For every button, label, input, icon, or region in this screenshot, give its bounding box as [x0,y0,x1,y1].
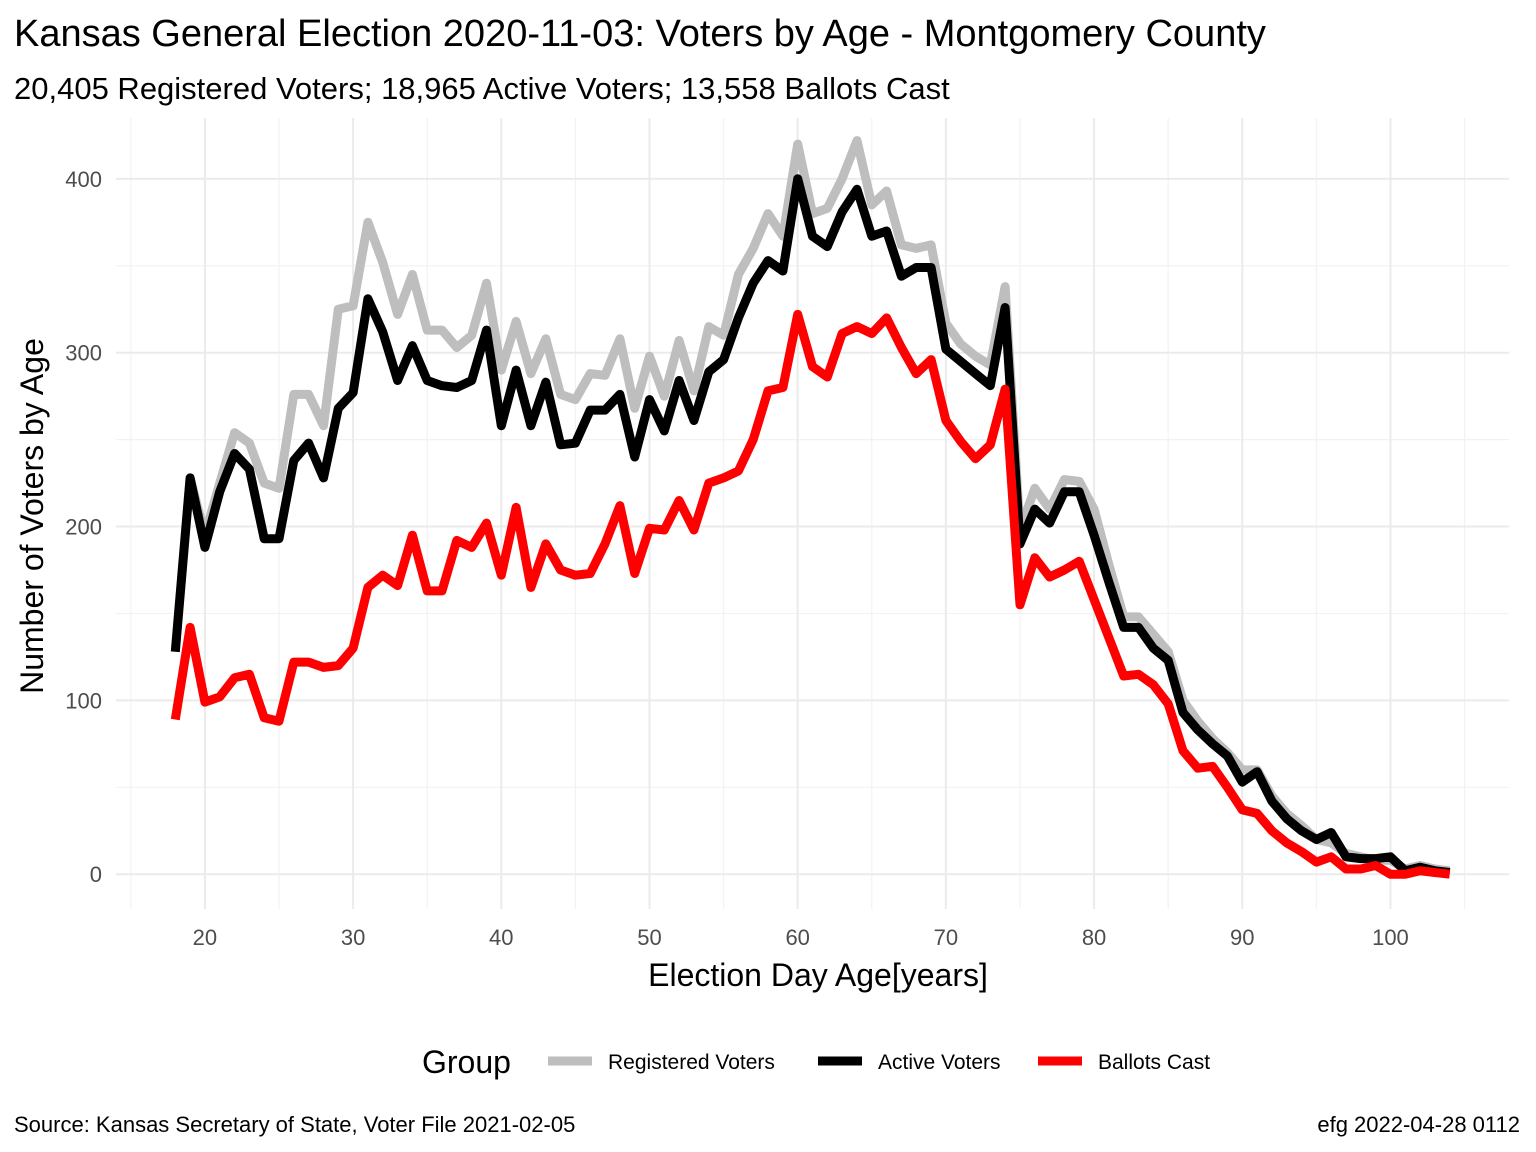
x-axis-title: Election Day Age[years] [648,957,988,993]
legend-label-ballots-cast: Ballots Cast [1098,1051,1210,1074]
series-line-ballots-cast [170,309,1451,879]
series-lines [170,136,1451,879]
y-tick-label: 0 [90,862,102,887]
x-axis-ticks: 20 30 40 50 60 70 80 90 100 [193,925,1409,950]
legend-title: Group [422,1044,511,1080]
plot-grid [116,118,1509,909]
chart-subtitle: 20,405 Registered Voters; 18,965 Active … [14,71,950,106]
series-line-registered-voters [170,136,1451,876]
legend: Registered Voters Active Voters Ballots Ca… [548,1051,1210,1074]
caption-source: Source: Kansas Secretary of State, Voter… [14,1112,575,1137]
x-tick-label: 40 [489,925,513,950]
x-tick-label: 90 [1230,925,1254,950]
x-tick-label: 100 [1372,925,1409,950]
legend-label-registered-voters: Registered Voters [608,1051,775,1074]
legend-label-active-voters: Active Voters [878,1051,1001,1074]
y-axis-ticks: 0 100 200 300 400 [65,167,102,887]
caption-credit: efg 2022-04-28 0112 [1317,1112,1520,1137]
y-tick-label: 100 [65,688,102,713]
x-tick-label: 80 [1082,925,1106,950]
x-tick-label: 60 [785,925,809,950]
y-tick-label: 400 [65,167,102,192]
x-tick-label: 70 [934,925,958,950]
x-tick-label: 50 [637,925,661,950]
x-tick-label: 30 [341,925,365,950]
y-tick-label: 200 [65,515,102,540]
series-line-active-voters [170,174,1451,877]
x-tick-label: 20 [193,925,217,950]
y-axis-title: Number of Voters by Age [14,338,50,694]
chart-title: Kansas General Election 2020-11-03: Vote… [14,13,1266,55]
y-tick-label: 300 [65,341,102,366]
